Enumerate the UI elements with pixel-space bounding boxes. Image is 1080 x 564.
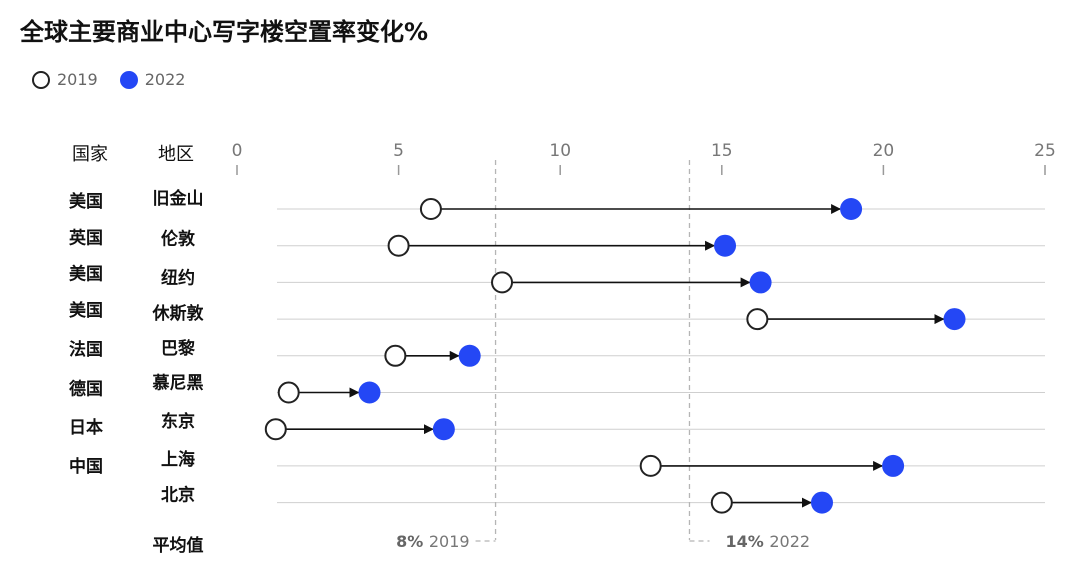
point-2022 xyxy=(840,198,863,220)
average-year: 2019 xyxy=(429,532,470,551)
row-country-label: 法国 xyxy=(69,339,103,360)
point-2019 xyxy=(387,234,410,257)
point-2022 xyxy=(458,344,481,367)
row-city-label: 旧金山 xyxy=(153,188,204,209)
point-2019 xyxy=(264,418,287,441)
average-row-label: 平均值 xyxy=(153,535,204,556)
legend-label-2022: 2022 xyxy=(144,70,186,89)
point-2022 xyxy=(882,454,905,477)
row-country-label: 美国 xyxy=(69,263,103,284)
legend-item-2019: 2019 xyxy=(32,70,98,89)
point-2022 xyxy=(714,234,737,257)
x-tick-label: 5 xyxy=(393,141,404,161)
row-country-label: 中国 xyxy=(69,456,103,477)
row-city-label: 北京 xyxy=(161,485,195,506)
average-value: 8% xyxy=(396,532,429,551)
x-tick-label: 20 xyxy=(873,141,895,161)
legend-label-2019: 2019 xyxy=(57,70,98,89)
x-tick-label: 10 xyxy=(549,141,571,161)
legend-item-2022: 2022 xyxy=(119,70,186,89)
row-country-label: 日本 xyxy=(69,417,103,438)
row-city-label: 上海 xyxy=(161,449,195,470)
column-header-city: 地区 xyxy=(158,144,194,165)
row-city-label: 巴黎 xyxy=(161,338,195,359)
legend: 2019 2022 xyxy=(32,70,207,89)
point-2022 xyxy=(810,491,833,514)
point-2019 xyxy=(277,381,300,404)
x-tick-label: 15 xyxy=(711,141,733,161)
x-tick-label: 25 xyxy=(1034,141,1056,161)
point-2022 xyxy=(749,271,772,294)
row-city-label: 东京 xyxy=(161,411,195,432)
legend-filled-circle-icon xyxy=(119,70,138,89)
x-tick-label: 0 xyxy=(232,141,243,161)
point-2019 xyxy=(419,198,442,220)
average-value: 14% xyxy=(725,532,769,551)
point-2019 xyxy=(491,271,514,294)
row-country-label: 英国 xyxy=(69,228,103,249)
row-country-label: 美国 xyxy=(69,300,103,321)
row-country-label: 美国 xyxy=(69,191,103,212)
legend-open-circle-icon xyxy=(32,70,50,89)
point-2022 xyxy=(358,381,381,404)
row-city-label: 慕尼黑 xyxy=(152,373,204,394)
point-2019 xyxy=(746,308,769,331)
average-label-2019: 8% 2019 xyxy=(396,532,469,551)
point-2019 xyxy=(384,344,407,367)
point-2019 xyxy=(639,454,662,477)
point-2022 xyxy=(432,418,455,441)
row-city-label: 伦敦 xyxy=(161,229,196,250)
point-2022 xyxy=(943,308,966,331)
row-city-label: 休斯敦 xyxy=(152,303,205,324)
row-country-label: 德国 xyxy=(69,379,103,400)
row-city-label: 纽约 xyxy=(161,267,195,288)
point-2019 xyxy=(710,491,733,514)
average-year: 2022 xyxy=(769,532,810,551)
average-label-2022: 14% 2022 xyxy=(725,532,810,551)
column-header-country: 国家 xyxy=(72,144,108,165)
chart-title: 全球主要商业中心写字楼空置率变化% xyxy=(20,18,429,46)
